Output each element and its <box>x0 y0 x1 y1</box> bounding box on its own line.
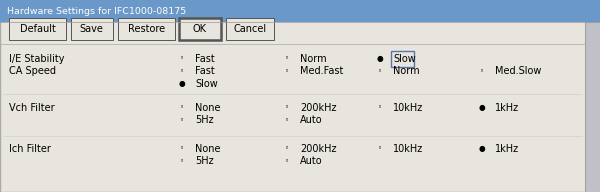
Bar <box>118 18 175 40</box>
Text: None: None <box>195 144 221 154</box>
Text: Norm: Norm <box>300 54 326 64</box>
Text: 1kHz: 1kHz <box>495 144 519 154</box>
Text: 5Hz: 5Hz <box>195 156 214 166</box>
Text: Fast: Fast <box>195 66 215 76</box>
Text: ●: ● <box>178 79 185 88</box>
Bar <box>71 18 113 40</box>
Text: 1kHz: 1kHz <box>495 103 519 113</box>
Text: ◦: ◦ <box>378 68 382 74</box>
Text: 200kHz: 200kHz <box>300 144 337 154</box>
Bar <box>226 18 274 40</box>
Text: ●: ● <box>478 103 485 112</box>
Text: Ich Filter: Ich Filter <box>9 144 51 154</box>
Text: ◦: ◦ <box>180 104 184 111</box>
Text: Default: Default <box>20 24 55 34</box>
Text: Restore: Restore <box>128 24 164 34</box>
Text: Auto: Auto <box>300 156 323 166</box>
Text: Vch Filter: Vch Filter <box>9 103 55 113</box>
Text: ◦: ◦ <box>180 117 184 123</box>
Text: ◦: ◦ <box>285 55 289 62</box>
Text: Slow: Slow <box>393 54 416 64</box>
Text: Fast: Fast <box>195 54 215 64</box>
Text: ◦: ◦ <box>180 55 184 62</box>
Text: ◦: ◦ <box>480 68 484 74</box>
Text: ◦: ◦ <box>180 146 184 152</box>
Text: ◦: ◦ <box>285 117 289 123</box>
Text: ◦: ◦ <box>180 68 184 74</box>
Text: Med.Slow: Med.Slow <box>495 66 541 76</box>
Text: ◦: ◦ <box>285 158 289 164</box>
Bar <box>391 51 414 67</box>
Text: 10kHz: 10kHz <box>393 103 423 113</box>
Text: Cancel: Cancel <box>233 24 266 34</box>
Text: None: None <box>195 103 221 113</box>
Text: ◦: ◦ <box>378 104 382 111</box>
Bar <box>585 22 600 192</box>
Text: ●: ● <box>376 54 383 63</box>
Text: ◦: ◦ <box>285 104 289 111</box>
Text: Slow: Slow <box>195 79 218 89</box>
Text: Hardware Settings for IFC1000-08175: Hardware Settings for IFC1000-08175 <box>7 7 187 16</box>
Text: ◦: ◦ <box>285 68 289 74</box>
Text: Norm: Norm <box>393 66 419 76</box>
Text: 200kHz: 200kHz <box>300 103 337 113</box>
Text: 5Hz: 5Hz <box>195 115 214 125</box>
Text: I/E Stability: I/E Stability <box>9 54 65 64</box>
Text: ◦: ◦ <box>285 146 289 152</box>
Text: Save: Save <box>80 24 104 34</box>
Text: Auto: Auto <box>300 115 323 125</box>
Bar <box>179 18 221 40</box>
Bar <box>9 18 66 40</box>
Text: ◦: ◦ <box>378 146 382 152</box>
Text: ●: ● <box>478 144 485 153</box>
Text: ◦: ◦ <box>180 158 184 164</box>
Text: CA Speed: CA Speed <box>9 66 56 76</box>
Text: Med.Fast: Med.Fast <box>300 66 343 76</box>
Text: OK: OK <box>193 24 207 34</box>
Text: 10kHz: 10kHz <box>393 144 423 154</box>
Bar <box>0 0 600 22</box>
